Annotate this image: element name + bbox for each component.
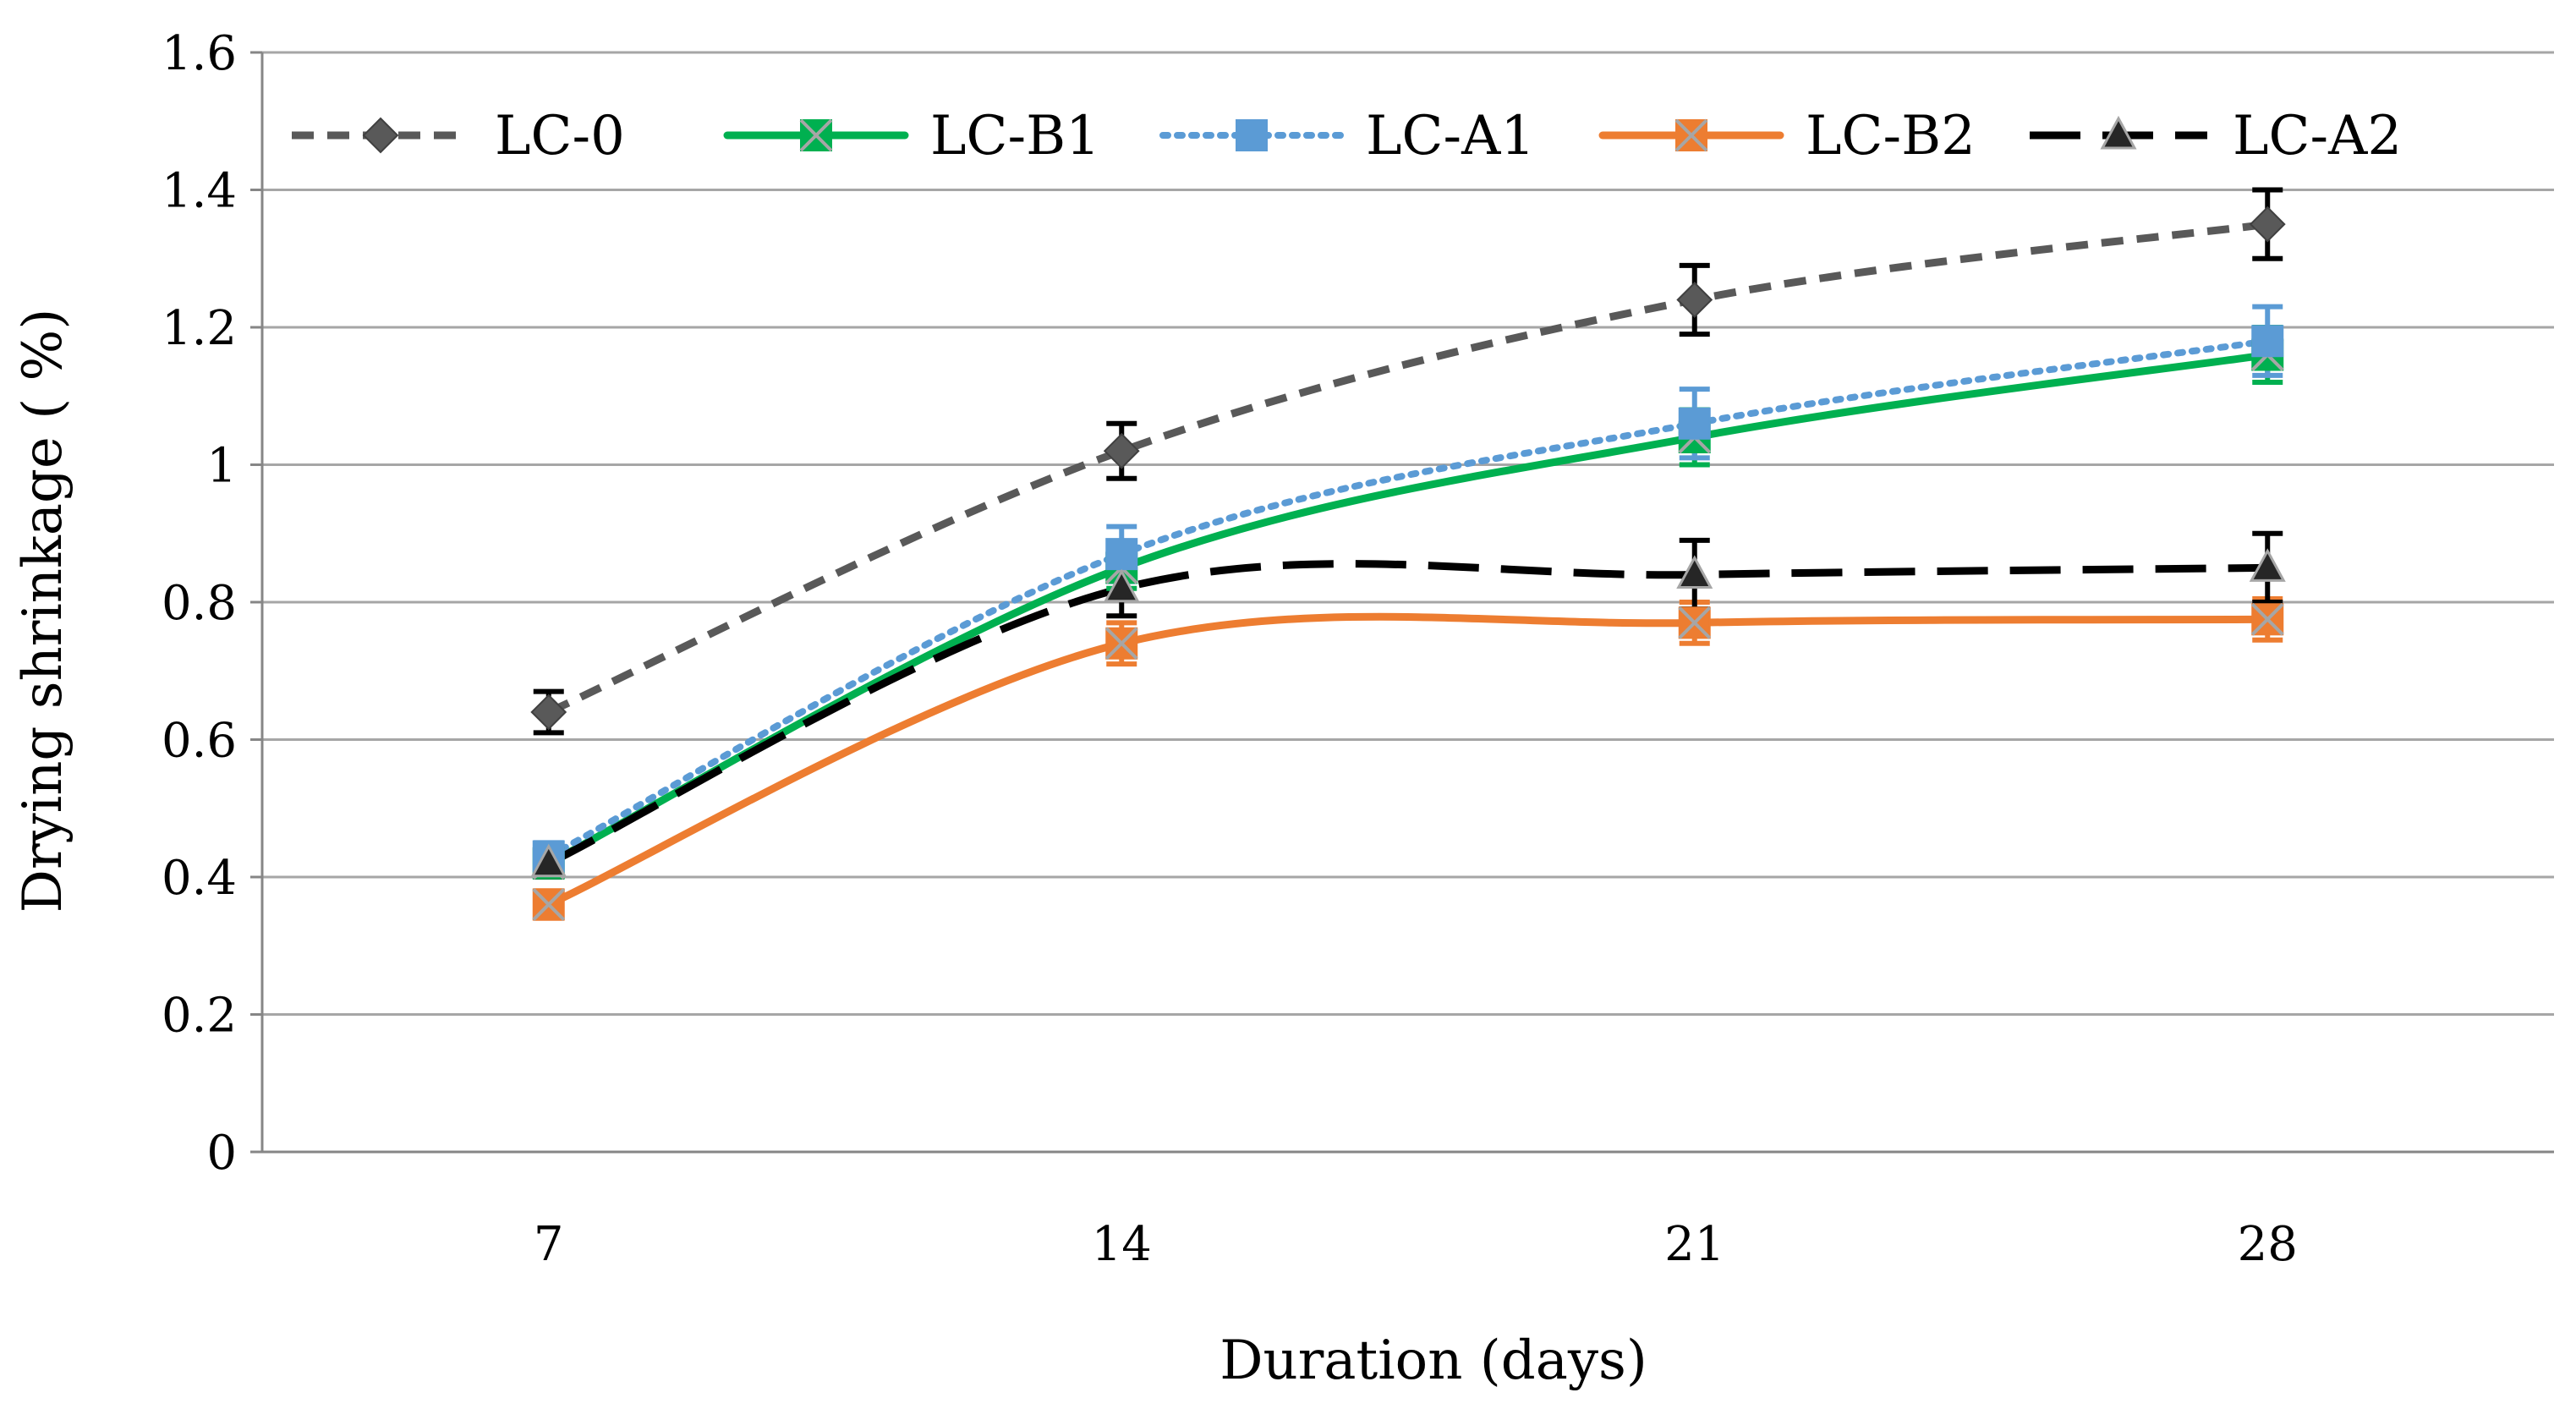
x-tick-labels: 7 14 21 28 <box>534 1217 2298 1272</box>
series-line-lc-a1 <box>545 337 2272 860</box>
series-line-lc-b2 <box>545 612 2272 908</box>
series-line-lc-0 <box>546 220 2268 716</box>
y-tick-label: 1.2 <box>162 301 237 356</box>
legend-marker-lc-a2 <box>2100 115 2137 150</box>
marker-lc-0 <box>1103 432 1140 469</box>
legend[interactable]: LC-0 LC-B1 LC-A1 LC-B2 LC-A2 <box>292 105 2402 167</box>
marker-lc-b2 <box>1678 606 1712 639</box>
y-tick-label: 0.2 <box>162 989 237 1044</box>
y-tick-label: 1 <box>206 439 237 494</box>
marker-lc-b2 <box>532 888 566 921</box>
y-tick-label: 1.6 <box>162 26 237 81</box>
y-tick-label: 0.6 <box>162 714 237 769</box>
x-tick-label: 7 <box>534 1217 564 1272</box>
marker-lc-a1 <box>1105 538 1138 571</box>
legend-item-lc-b1[interactable]: LC-B1 <box>723 105 1100 167</box>
series-line-lc-b1 <box>545 351 2272 868</box>
marker-lc-0 <box>2249 206 2286 243</box>
error-bars <box>533 187 2283 921</box>
marker-lc-a2 <box>2249 548 2286 582</box>
legend-label: LC-0 <box>495 105 625 167</box>
marker-lc-0 <box>1676 282 1713 318</box>
marker-lc-0 <box>530 694 567 731</box>
x-tick-label: 28 <box>2238 1217 2298 1272</box>
legend-marker-lc-b2 <box>1674 118 1708 152</box>
series-lines <box>545 220 2272 908</box>
x-tick-label: 21 <box>1664 1217 1724 1272</box>
x-axis-title: Duration (days) <box>1219 1330 1647 1392</box>
y-tick-label: 1.4 <box>162 164 237 219</box>
legend-item-lc-b2[interactable]: LC-B2 <box>1598 105 1976 167</box>
y-tick-label: 0.4 <box>162 851 237 906</box>
marker-lc-a2 <box>1103 568 1140 603</box>
legend-marker-lc-a1 <box>1236 119 1268 151</box>
grid-lines <box>250 51 2554 1154</box>
legend-item-lc-0[interactable]: LC-0 <box>292 105 625 167</box>
y-axis-title: Drying shrinkage ( %) <box>12 309 74 913</box>
legend-item-lc-a2[interactable]: LC-A2 <box>2030 105 2402 167</box>
marker-lc-a1 <box>2251 325 2284 358</box>
legend-label: LC-B1 <box>930 105 1100 167</box>
series-line-lc-a2 <box>546 560 2268 867</box>
legend-label: LC-A2 <box>2233 105 2402 167</box>
data-markers <box>530 206 2286 921</box>
y-tick-label: 0 <box>206 1126 237 1181</box>
legend-marker-lc-b1 <box>799 118 833 152</box>
marker-lc-a1 <box>1678 407 1711 440</box>
legend-label: LC-B2 <box>1806 105 1976 167</box>
axes <box>260 52 2554 1154</box>
marker-lc-a2 <box>530 843 567 878</box>
legend-marker-lc-0 <box>362 117 399 154</box>
marker-lc-a2 <box>1676 555 1713 589</box>
marker-lc-b2 <box>1104 627 1138 661</box>
legend-item-lc-a1[interactable]: LC-A1 <box>1159 105 1535 167</box>
marker-lc-b2 <box>2250 602 2284 636</box>
legend-label: LC-A1 <box>1366 105 1535 167</box>
y-tick-label: 0.8 <box>162 576 237 631</box>
y-tick-labels: 0 0.2 0.4 0.6 0.8 1 1.2 1.4 1.6 <box>162 26 237 1181</box>
x-tick-label: 14 <box>1092 1217 1152 1272</box>
